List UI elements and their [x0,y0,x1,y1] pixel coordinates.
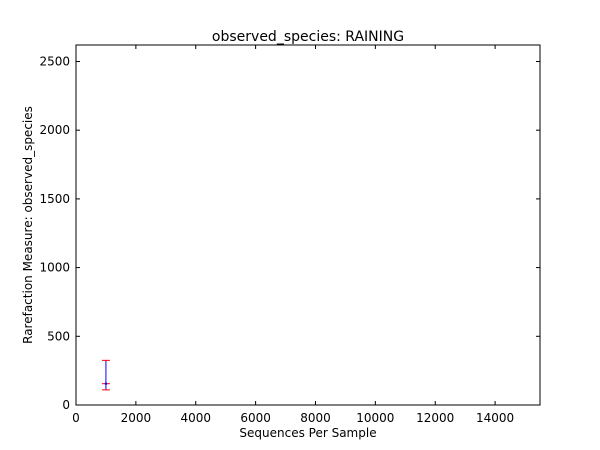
x-axis-title: Sequences Per Sample [239,426,376,440]
x-tick-label: 2000 [121,411,152,425]
y-tick-label: 2000 [39,123,70,137]
x-tick-label: 14000 [476,411,514,425]
y-axis-title: Rarefaction Measure: observed_species [21,106,35,344]
y-tick-label: 2500 [39,54,70,68]
ticks-layer: 0 2000 4000 6000 8000 10000 12000 14000 0 500 1000… [39,45,540,425]
data-point [104,382,108,385]
x-tick-label: 8000 [300,411,331,425]
y-tick-label: 1000 [39,261,70,275]
plot-area [76,45,540,405]
plot-frame [75,44,541,406]
chart-title: observed_species: RAINING [212,29,404,45]
data-layer [101,359,110,391]
x-tick-label: 10000 [356,411,394,425]
y-tick-label: 500 [47,329,70,343]
x-tick-label: 0 [72,411,80,425]
x-tick-label: 4000 [180,411,211,425]
x-tick-label: 6000 [240,411,271,425]
y-tick-label: 0 [62,398,70,412]
x-tick-label: 12000 [416,411,454,425]
y-tick-label: 1500 [39,192,70,206]
